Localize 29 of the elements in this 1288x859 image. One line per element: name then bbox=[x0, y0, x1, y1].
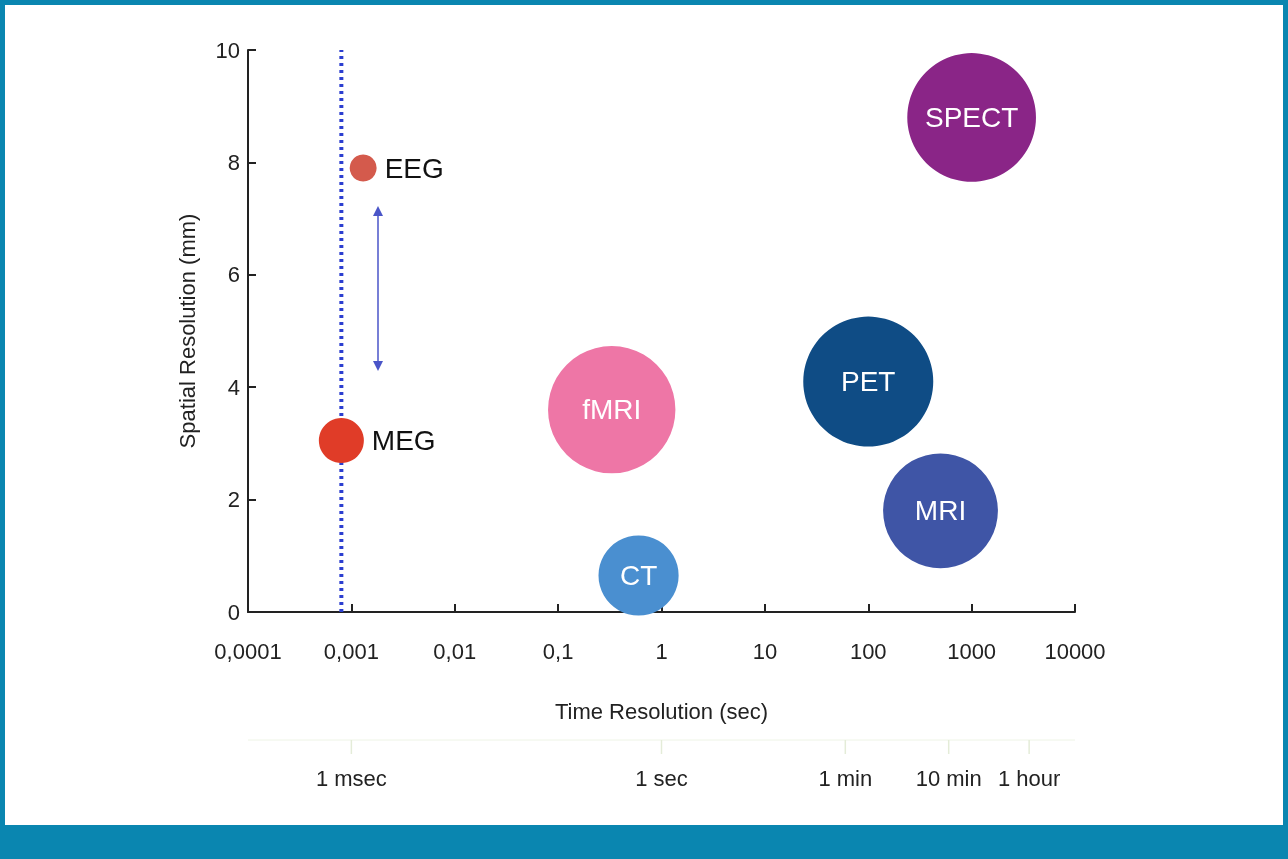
x-tick-label: 10 bbox=[752, 638, 778, 664]
series-label: fMRI bbox=[582, 394, 642, 426]
series-label: CT bbox=[619, 559, 658, 591]
series-label: SPECT bbox=[924, 101, 1019, 133]
x-tick-label: 0,1 bbox=[542, 638, 574, 664]
y-tick-label: 4 bbox=[227, 374, 240, 400]
y-tick-label: 8 bbox=[227, 149, 240, 175]
ref-line-label: 1 msec bbox=[315, 765, 387, 791]
y-axis-title: Spatial Resolution (mm) bbox=[174, 213, 200, 449]
x-tick-label: 1 bbox=[655, 638, 668, 664]
ref-line-label: 1 hour bbox=[997, 765, 1061, 791]
ref-line-label: 1 sec bbox=[635, 765, 688, 791]
x-tick-label: 10000 bbox=[1044, 638, 1106, 664]
ref-line-label: 10 min bbox=[915, 765, 982, 791]
y-tick-label: 10 bbox=[215, 37, 240, 63]
ref-line-label: 1 min bbox=[818, 765, 873, 791]
x-tick-label: 1000 bbox=[947, 638, 997, 664]
series-label: PET bbox=[841, 366, 896, 398]
y-tick-label: 2 bbox=[227, 487, 240, 513]
series-label: MEG bbox=[371, 425, 436, 457]
x-tick-label: 0,01 bbox=[433, 638, 477, 664]
x-tick-label: 0,0001 bbox=[214, 638, 282, 664]
x-tick-label: 100 bbox=[849, 638, 887, 664]
x-axis-title: Time Resolution (sec) bbox=[554, 698, 769, 724]
x-tick-label: 0,001 bbox=[323, 638, 379, 664]
series-label: MRI bbox=[914, 495, 967, 527]
y-tick-label: 6 bbox=[227, 262, 240, 288]
series-label: EEG bbox=[384, 152, 444, 184]
y-tick-label: 0 bbox=[227, 599, 240, 625]
